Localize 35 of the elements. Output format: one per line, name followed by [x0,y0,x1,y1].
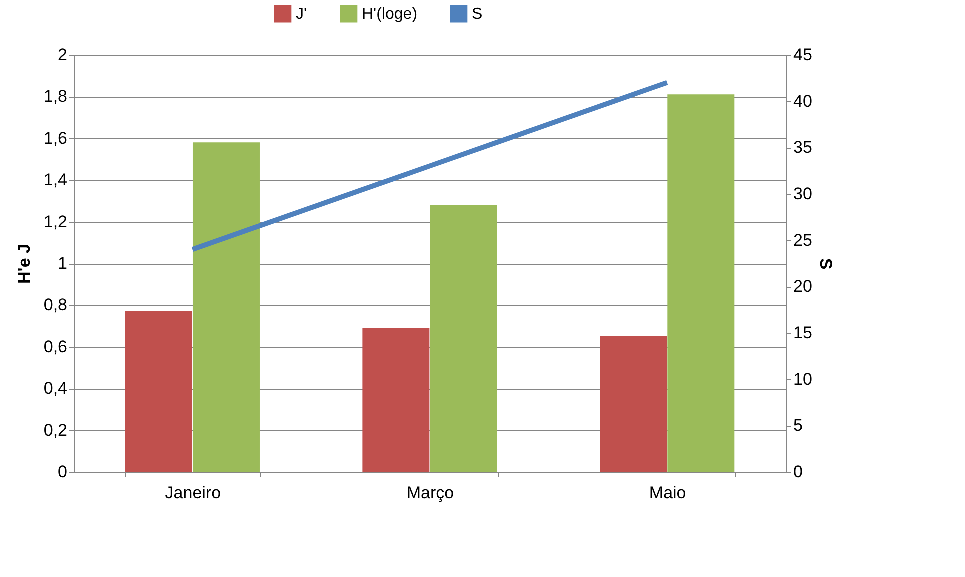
x-tick-label: Maio [649,484,686,502]
y-tick-label: 1,4 [44,170,68,190]
y2-tick-label: 40 [794,92,812,111]
y2-tick-label: 10 [794,370,812,389]
legend-label: J' [296,6,308,24]
y-tick-label: 1,8 [44,87,68,106]
y-tick-label: 1 [58,254,68,273]
y-tick-label: 1,6 [44,128,68,148]
y2-tick-label: 35 [794,138,812,158]
y2-tick-label: 45 [794,46,812,64]
bar [668,94,735,472]
y-tick-label: 0 [58,462,68,482]
y2-tick-label: 5 [794,416,803,436]
y2-tick-label: 15 [794,324,812,342]
y-axis-title: H'e J [14,244,34,284]
bar [125,311,192,472]
y2-tick-label: 25 [794,230,812,250]
bar [362,328,430,472]
x-tick-label: Março [406,484,454,502]
x-tick-label: Janeiro [165,484,222,502]
y-tick-label: 2 [58,46,68,64]
y2-axis-title: S [816,258,836,270]
y-tick-label: 0,2 [44,420,68,440]
y-tick-label: 0,8 [44,296,68,315]
bar [192,142,260,472]
legend-label: H'(loge) [362,6,418,24]
y-tick-label: 0,4 [44,379,68,398]
bar [600,336,668,472]
y-tick-label: 0,6 [44,337,68,356]
y-tick-label: 1,2 [44,212,68,232]
bar [430,205,498,472]
y2-tick-label: 20 [794,277,812,296]
y2-tick-label: 30 [794,184,812,204]
y2-tick-label: 0 [794,462,803,482]
legend-label: S [472,6,483,24]
